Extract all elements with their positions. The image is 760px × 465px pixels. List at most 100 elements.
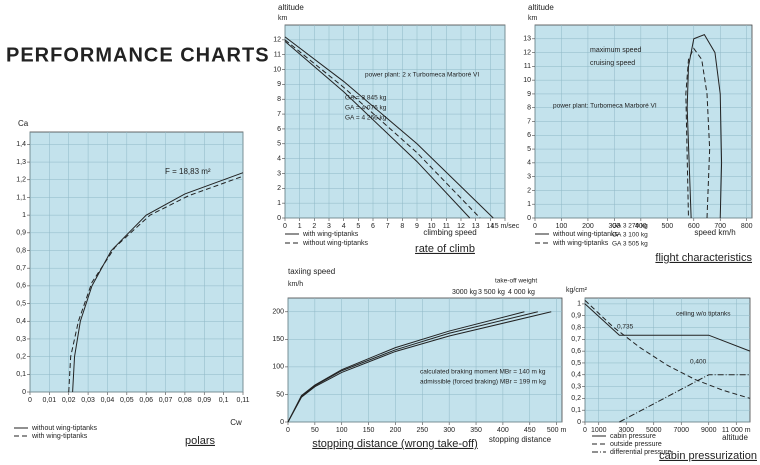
annotation: F = 18,83 m²	[165, 167, 211, 176]
y-tick-label: 7	[527, 118, 531, 125]
y-tick-label: 1,1	[16, 194, 26, 201]
y-tick-label: 10	[273, 66, 281, 73]
x-tick-label: 1	[298, 223, 302, 230]
series-line	[284, 40, 471, 219]
page-title: PERFORMANCE CHARTS	[6, 44, 270, 66]
y-axis-label: taxiing speed	[288, 267, 335, 276]
x-tick-label: 0,1	[219, 397, 229, 404]
y-tick-label: 7	[277, 111, 281, 118]
chart-title: flight characteristics	[655, 252, 752, 264]
series-line	[584, 299, 751, 399]
y-tick-label: 0,5	[571, 360, 581, 367]
y-tick-label: 2	[277, 185, 281, 192]
legend-label: outside pressure	[610, 441, 662, 448]
y-tick-label: 0	[280, 419, 284, 426]
y-tick-label: 0	[22, 389, 26, 396]
legend-label: with wing-tiptanks	[552, 240, 609, 247]
legend-label: without wing-tiptanks	[552, 231, 618, 238]
annotation: GA 3 270 kg	[612, 223, 648, 230]
y-tick-label: 0	[577, 419, 581, 426]
x-tick-label: 0,08	[178, 397, 192, 404]
y-axis-unit: km	[528, 15, 538, 22]
y-axis-unit: km	[278, 15, 288, 22]
y-tick-label: 9	[527, 91, 531, 98]
annotation: GA = 3 845 kg	[345, 95, 387, 102]
x-tick-label: 500	[661, 223, 673, 230]
y-tick-label: 100	[272, 364, 284, 371]
y-tick-label: 1,4	[16, 141, 26, 148]
y-tick-label: 200	[272, 309, 284, 316]
y-tick-label: 0,2	[16, 353, 26, 360]
annotation: GA = 4 076 kg	[345, 105, 387, 112]
chart-title: rate of climb	[415, 243, 475, 255]
x-tick-label: 100	[336, 427, 348, 434]
y-tick-label: 1	[277, 200, 281, 207]
series-line	[619, 374, 750, 423]
x-tick-label: 14	[486, 223, 494, 230]
y-tick-label: 0,7	[16, 265, 26, 272]
y-tick-label: 1	[527, 201, 531, 208]
x-tick-label: 400	[497, 427, 509, 434]
x-tick-label: 200	[582, 223, 594, 230]
y-tick-label: 5	[277, 141, 281, 148]
y-axis-unit: km/h	[288, 281, 303, 288]
x-tick-label: 10	[428, 223, 436, 230]
y-tick-label: 4	[527, 160, 531, 167]
y-tick-label: 150	[272, 336, 284, 343]
series-line	[686, 34, 723, 219]
y-tick-label: 0,7	[571, 336, 581, 343]
series-label: 3 500 kg	[478, 289, 505, 296]
x-tick-label: 0,02	[62, 397, 76, 404]
series-label: maximum speed	[590, 47, 641, 54]
x-tick-label: 0,04	[101, 397, 115, 404]
annotation: power plant: 2 x Turbomeca Marboré VI	[365, 72, 479, 79]
y-tick-label: 0,6	[16, 283, 26, 290]
x-tick-label: 7000	[673, 427, 689, 434]
legend-label: without wing-tiptanks	[302, 240, 368, 247]
x-tick-label: 0	[286, 427, 290, 434]
x-tick-label: 3	[327, 223, 331, 230]
x-tick-label: 8	[400, 223, 404, 230]
y-tick-label: 1	[577, 301, 581, 308]
y-tick-label: 12	[523, 49, 531, 56]
y-tick-label: 0,1	[16, 371, 26, 378]
annotation: calculated braking moment MBr = 140 m kg	[420, 369, 546, 376]
x-tick-label: 11 000 m	[722, 427, 751, 434]
series-line	[287, 311, 552, 423]
y-tick-label: 50	[276, 391, 284, 398]
x-tick-label: 300	[443, 427, 455, 434]
legend-label: with wing-tiptanks	[302, 231, 359, 238]
y-tick-label: 0,9	[16, 230, 26, 237]
x-tick-label: 7	[386, 223, 390, 230]
series-label: cruising speed	[590, 60, 635, 67]
series-line	[284, 36, 494, 219]
x-tick-label: 0	[533, 223, 537, 230]
x-axis-label: altitude	[722, 433, 748, 442]
annotation: ceiling w/o tiptanks	[676, 311, 731, 318]
y-tick-label: 0	[277, 215, 281, 222]
x-tick-label: 9000	[701, 427, 717, 434]
y-tick-label: 2	[527, 187, 531, 194]
x-tick-label: 500 m	[547, 427, 567, 434]
x-tick-label: 0,06	[139, 397, 153, 404]
series-label: 3000 kg	[452, 289, 477, 296]
x-tick-label: 700	[714, 223, 726, 230]
annotation: GA = 4 266 kg	[345, 115, 387, 122]
y-tick-label: 0,8	[16, 247, 26, 254]
x-tick-label: 600	[688, 223, 700, 230]
y-tick-label: 8	[277, 96, 281, 103]
x-tick-label: 15 m/sec	[491, 223, 520, 230]
x-tick-label: 0,09	[197, 397, 211, 404]
x-tick-label: 0,11	[236, 397, 249, 404]
x-tick-label: 200	[390, 427, 402, 434]
y-tick-label: 3	[277, 170, 281, 177]
y-tick-label: 11	[524, 63, 531, 70]
annotation: 0,400	[690, 359, 707, 366]
x-tick-label: 11	[443, 223, 450, 230]
annotation: admissible (forced braking) MBr = 199 m …	[420, 379, 546, 386]
legend-label: differential pressure	[610, 449, 671, 456]
x-tick-label: 100	[556, 223, 568, 230]
y-tick-label: 0,4	[571, 372, 581, 379]
y-tick-label: 3	[527, 173, 531, 180]
chart-title: cabin pressurization	[659, 450, 757, 462]
